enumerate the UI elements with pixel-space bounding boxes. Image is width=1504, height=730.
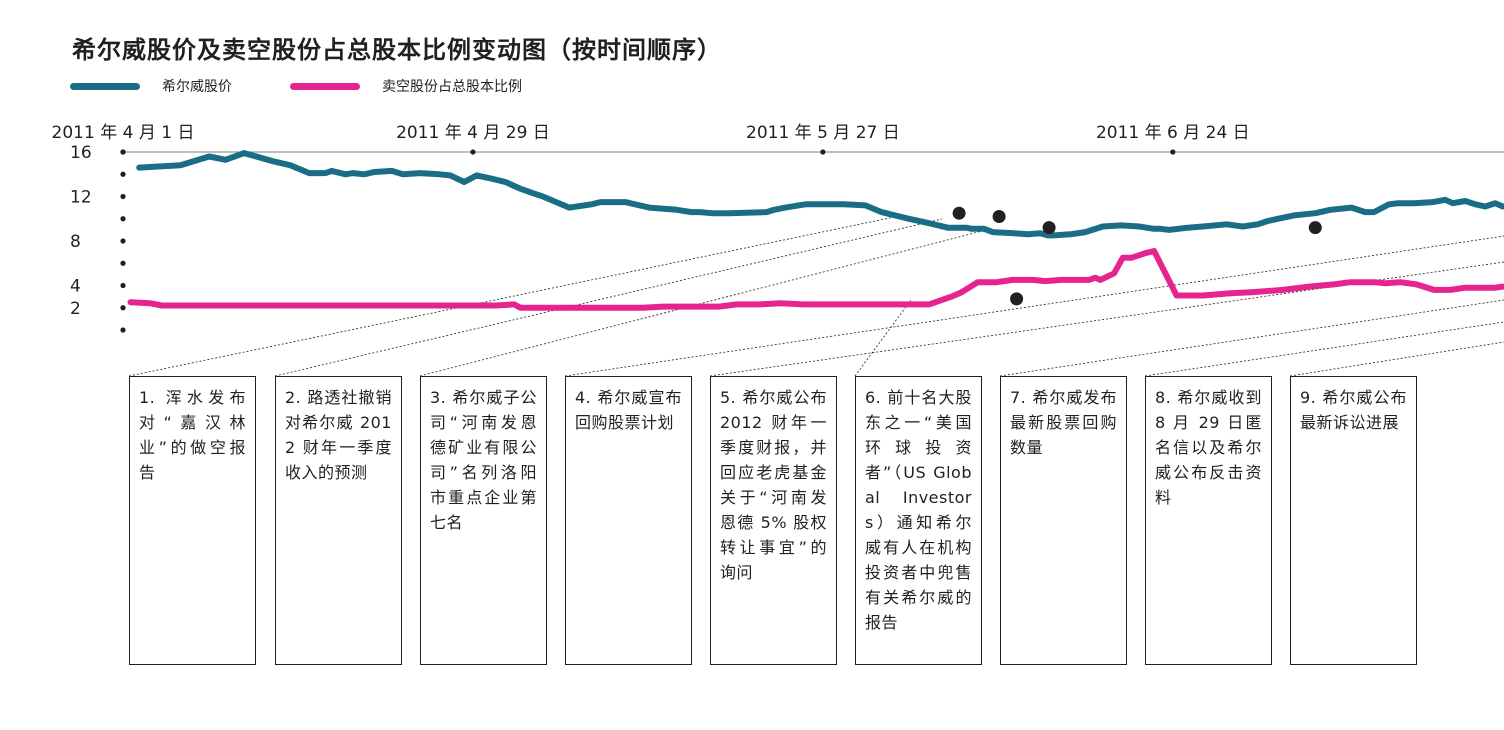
- legend-label-short: 卖空股份占总股本比例: [382, 79, 522, 95]
- y-axis-dot-0: [120, 149, 126, 155]
- y-tick-label-1: 12: [70, 188, 92, 208]
- y-axis-dot-4: [120, 238, 126, 244]
- event-leader-lines: [128, 214, 1504, 377]
- event-box-3: 3. 希尔威子公司“河南发恩德矿业有限公司”名列洛阳市重点企业第七名: [420, 376, 547, 665]
- x-tick-label-1: 2011 年 4 月 29 日: [396, 123, 550, 143]
- y-tick-label-4: 2: [70, 299, 81, 319]
- y-axis-dot-5: [120, 260, 126, 266]
- event-box-6: 6. 前十名大股东之一“美国环球投资者”（US Global Investors…: [855, 376, 982, 665]
- event-marker-0: [952, 206, 966, 220]
- legend-item-short-ratio: 卖空股份占总股本比例: [290, 76, 522, 96]
- event-text-3: 3. 希尔威子公司“河南发恩德矿业有限公司”名列洛阳市重点企业第七名: [430, 388, 537, 532]
- y-axis-dot-6: [120, 282, 126, 289]
- event-box-7: 7. 希尔威发布最新股票回购数量: [1000, 376, 1127, 665]
- legend-label-stock: 希尔威股价: [162, 79, 232, 95]
- event-text-5: 5. 希尔威公布 2012 财年一季度财报，并回应老虎基金关于“河南发恩德 5%…: [720, 388, 827, 582]
- event-marker-2: [1042, 221, 1056, 235]
- x-tick-label-2: 2011 年 5 月 27 日: [746, 123, 900, 143]
- event-text-7: 7. 希尔威发布最新股票回购数量: [1010, 388, 1117, 457]
- event-box-5: 5. 希尔威公布 2012 财年一季度财报，并回应老虎基金关于“河南发恩德 5%…: [710, 376, 837, 665]
- y-tick-label-0: 16: [70, 143, 92, 163]
- x-tick-label-0: 2011 年 4 月 1 日: [52, 123, 195, 143]
- chart-title: 希尔威股价及卖空股份占总股本比例变动图（按时间顺序）: [72, 36, 722, 64]
- event-box-4: 4. 希尔威宣布回购股票计划: [565, 376, 692, 665]
- event-text-2: 2. 路透社撤销对希尔威 2012 财年一季度收入的预测: [285, 388, 392, 482]
- event-text-1: 1. 浑水发布对“嘉汉林业”的做空报告: [139, 388, 246, 482]
- event-box-9: 9. 希尔威公布最新诉讼进展: [1290, 376, 1417, 665]
- y-axis-dot-8: [120, 327, 126, 333]
- event-marker-3: [1010, 292, 1024, 306]
- leader-line-3: [419, 229, 987, 377]
- event-marker-4: [1308, 221, 1322, 235]
- legend-item-stock-price: 希尔威股价: [70, 76, 232, 96]
- event-text-4: 4. 希尔威宣布回购股票计划: [575, 388, 682, 432]
- x-tick-dot-3: [1170, 149, 1176, 155]
- series-line-short-ratio: [127, 248, 1504, 311]
- event-box-8: 8. 希尔威收到 8 月 29 日匿名信以及希尔威公布反击资料: [1145, 376, 1272, 665]
- series-line-stock-price: [136, 150, 1504, 239]
- event-box-2: 2. 路透社撤销对希尔威 2012 财年一季度收入的预测: [275, 376, 402, 665]
- y-axis-dot-1: [120, 171, 126, 177]
- leader-line-2: [274, 218, 943, 377]
- leader-line-8: [1144, 321, 1504, 377]
- x-tick-dot-2: [820, 149, 826, 155]
- event-text-9: 9. 希尔威公布最新诉讼进展: [1300, 388, 1407, 432]
- leader-line-9: [1289, 341, 1504, 377]
- legend-swatch-short: [290, 82, 360, 90]
- y-tick-label-3: 4: [70, 277, 81, 297]
- x-tick-label-3: 2011 年 6 月 24 日: [1096, 123, 1250, 143]
- leader-line-6: [854, 299, 912, 377]
- leader-line-1: [128, 214, 905, 377]
- event-box-1: 1. 浑水发布对“嘉汉林业”的做空报告: [129, 376, 256, 665]
- leader-line-7: [999, 299, 1504, 377]
- x-tick-dot-1: [470, 149, 476, 155]
- y-axis-dot-3: [120, 216, 126, 222]
- legend-swatch-stock: [70, 82, 140, 90]
- y-axis-dot-2: [120, 193, 126, 200]
- event-text-8: 8. 希尔威收到 8 月 29 日匿名信以及希尔威公布反击资料: [1155, 388, 1262, 507]
- event-text-6: 6. 前十名大股东之一“美国环球投资者”（US Global Investors…: [865, 388, 972, 632]
- y-axis-dot-7: [120, 305, 126, 311]
- event-marker-1: [992, 210, 1006, 224]
- y-tick-label-2: 8: [70, 232, 81, 252]
